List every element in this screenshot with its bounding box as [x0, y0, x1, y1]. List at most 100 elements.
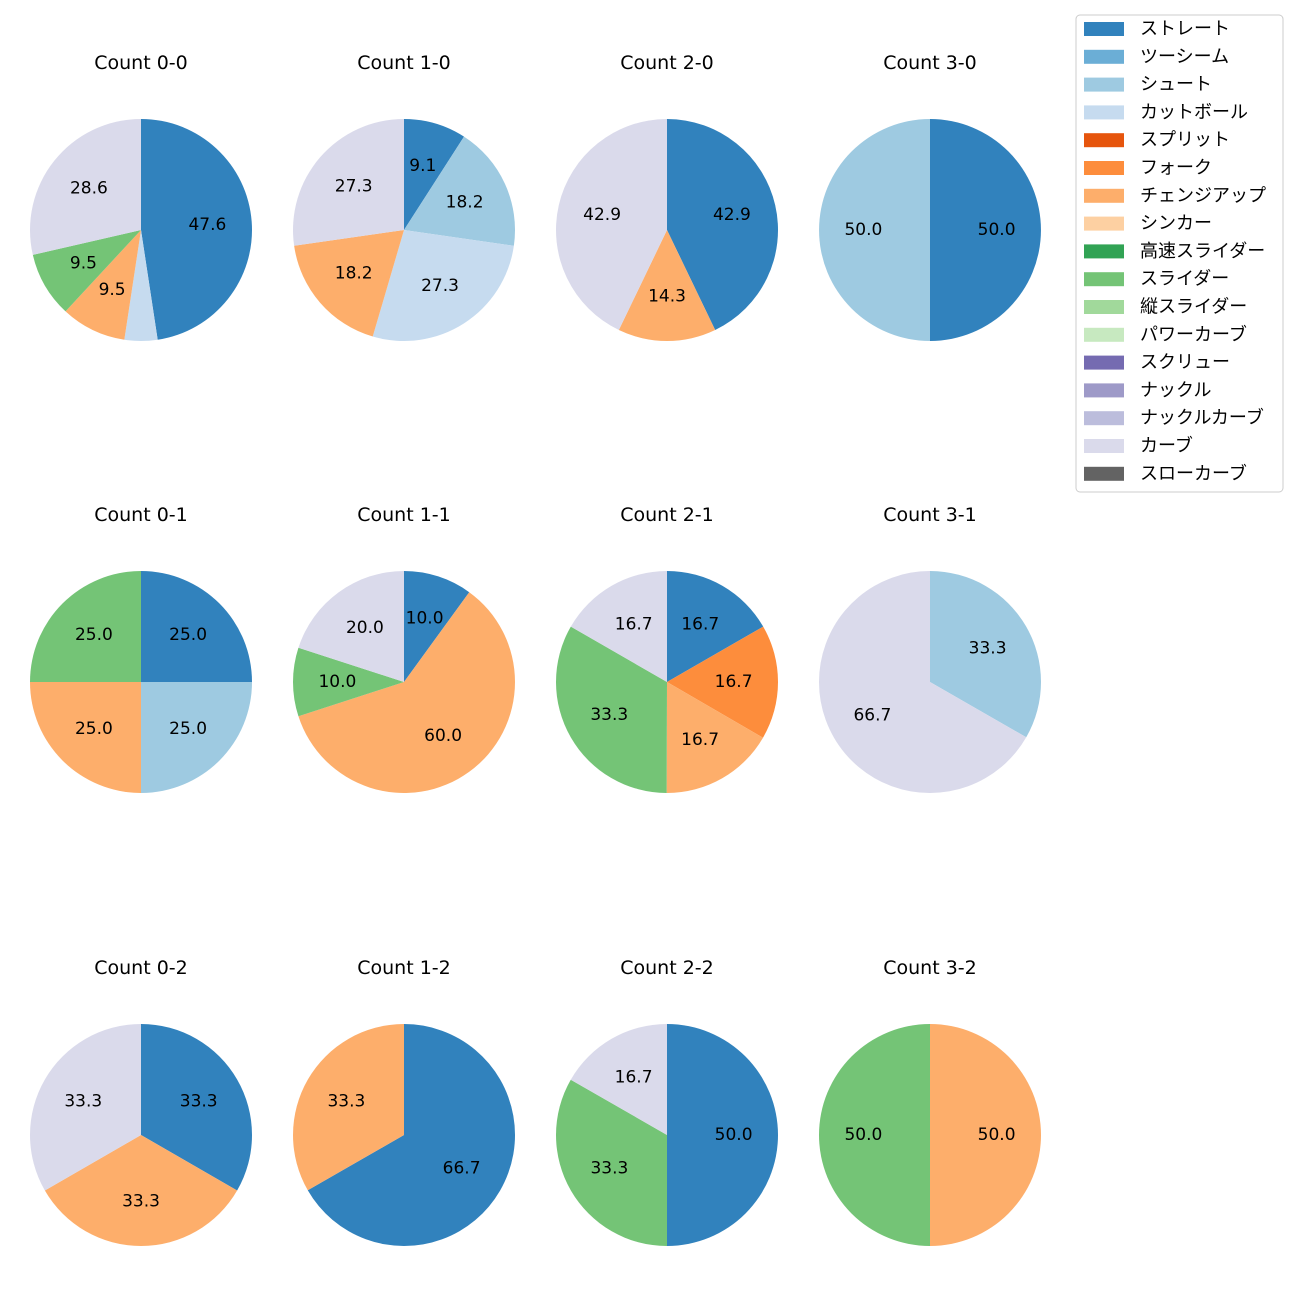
pie-slice-count-3-0-0	[930, 119, 1041, 341]
pie-slice-label: 20.0	[346, 618, 384, 638]
pie-slice-label: 25.0	[169, 625, 207, 645]
legend-swatch	[1084, 355, 1124, 370]
pie-slice-count-0-2-0	[141, 1024, 253, 1191]
legend-swatch	[1084, 327, 1124, 342]
pie-slice-label: 60.0	[424, 726, 462, 746]
pie-slice-label: 28.6	[70, 179, 108, 199]
legend-label: スプリット	[1140, 130, 1230, 151]
pie-slice-count-1-0-1	[404, 136, 516, 246]
legend-label: スライダー	[1140, 269, 1229, 290]
pie-count-2-2: Count 2-2 50.0 33.3 16.7	[556, 957, 778, 1246]
pie-slice-label: 18.2	[335, 264, 373, 284]
pie-title: Count 1-1	[357, 504, 451, 526]
pie-slice-count-2-2-1	[556, 1079, 667, 1246]
legend-label: ナックル	[1140, 380, 1211, 401]
pie-slice-count-2-1-3	[555, 626, 667, 793]
pie-slice-label: 50.0	[844, 1125, 882, 1145]
legend-label: カーブ	[1140, 435, 1193, 457]
legend-swatch	[1084, 383, 1124, 398]
pie-slice-label: 27.3	[421, 276, 459, 296]
pie-title: Count 0-1	[94, 504, 188, 526]
legend-label: ストレート	[1140, 19, 1230, 40]
legend-swatch	[1084, 105, 1124, 120]
legend-swatch	[1084, 133, 1124, 148]
legend-swatch	[1084, 49, 1124, 64]
pie-charts: Count 0-0 47.6 9.59.5 28.6 Count 1-0 9.1 18.2 2…	[29, 52, 1041, 1247]
pie-title: Count 3-1	[883, 504, 977, 526]
legend-label: チェンジアップ	[1140, 185, 1266, 206]
pie-slice-count-1-2-0	[307, 1024, 516, 1246]
pie-slice-label: 16.7	[615, 614, 653, 634]
pie-slice-label: 27.3	[335, 176, 373, 196]
pie-slice-count-0-1-0	[141, 571, 252, 682]
pie-count-0-2: Count 0-2 33.3 33.3 33.3	[29, 957, 253, 1247]
pie-slice-count-0-0-1	[124, 230, 158, 342]
pie-slice-label: 10.0	[318, 672, 356, 692]
pie-slice-count-0-0-2	[65, 230, 141, 340]
pie-slice-count-1-0-3	[294, 230, 404, 337]
pie-slice-count-0-2-1	[44, 1135, 238, 1247]
legend-label: フォーク	[1140, 158, 1212, 179]
pie-slice-count-0-0-0	[141, 119, 253, 340]
pie-slice-count-2-2-0	[667, 1024, 778, 1246]
pie-count-3-2: Count 3-2 50.0 50.0	[819, 957, 1041, 1246]
pie-slice-label: 42.9	[583, 205, 621, 225]
legend-label: ナックルカーブ	[1140, 407, 1264, 429]
pie-slice-count-2-0-0	[667, 119, 779, 331]
pie-slice-label: 9.1	[409, 156, 436, 176]
pie-slice-label: 25.0	[75, 719, 113, 739]
pie-slice-count-1-1-2	[292, 647, 404, 717]
pie-slice-count-0-0-3	[32, 230, 141, 312]
pie-title: Count 2-1	[620, 504, 714, 526]
pie-count-1-0: Count 1-0 9.1 18.2 27.3 18.2 27.3	[292, 52, 516, 341]
pie-slice-label: 50.0	[715, 1125, 753, 1145]
pie-count-0-1: Count 0-1 25.0 25.0 25.0 25.0	[30, 504, 252, 793]
legend-swatch	[1084, 272, 1124, 287]
pie-title: Count 0-0	[94, 52, 188, 74]
pie-slice-label: 9.5	[70, 253, 97, 273]
pie-slice-label: 14.3	[648, 287, 686, 307]
pie-slice-label: 33.3	[327, 1092, 365, 1112]
pie-slice-count-1-0-4	[292, 118, 404, 246]
pie-slice-count-1-2-1	[293, 1024, 404, 1191]
legend-label: スクリュー	[1140, 352, 1230, 373]
legend-label: カットボール	[1140, 102, 1248, 123]
pie-title: Count 0-2	[94, 957, 188, 979]
pie-slice-label: 33.3	[969, 639, 1007, 659]
pie-slice-count-1-0-0	[404, 119, 465, 230]
legend-label: シンカー	[1140, 213, 1212, 234]
pie-title: Count 3-0	[883, 52, 977, 74]
pie-slice-count-3-1-0	[930, 571, 1041, 738]
pie-slice-label: 47.6	[188, 215, 226, 235]
pie-slice-label: 16.7	[681, 730, 719, 750]
pie-slice-label: 16.7	[715, 672, 753, 692]
pie-slice-label: 16.7	[681, 614, 719, 634]
pie-slice-label: 25.0	[75, 625, 113, 645]
pie-slice-count-2-1-1	[667, 626, 779, 738]
pie-slice-count-0-1-2	[30, 682, 141, 793]
pie-slice-count-2-1-4	[570, 571, 667, 682]
legend-swatch	[1084, 439, 1124, 453]
pie-slice-label: 33.3	[122, 1192, 160, 1212]
pie-title: Count 3-2	[883, 957, 977, 979]
pie-slice-count-3-2-1	[819, 1024, 930, 1246]
pie-slice-label: 50.0	[978, 220, 1016, 240]
legend-swatch	[1084, 466, 1124, 481]
pie-slice-label: 50.0	[844, 220, 882, 240]
pie-slice-label: 9.5	[99, 280, 126, 300]
pie-slice-label: 33.3	[590, 705, 628, 725]
pie-slice-count-0-0-4	[30, 119, 141, 255]
pie-slice-count-1-0-2	[372, 230, 514, 341]
pie-slice-label: 16.7	[615, 1067, 653, 1087]
pie-slice-label: 42.9	[713, 205, 751, 225]
legend-swatch	[1084, 161, 1124, 175]
pie-count-3-0: Count 3-0 50.0 50.0	[819, 52, 1041, 341]
pie-slice-count-2-2-2	[570, 1024, 667, 1135]
legend-swatch	[1084, 77, 1124, 92]
pie-slice-count-1-1-1	[298, 592, 515, 794]
pie-slice-label: 33.3	[590, 1158, 628, 1178]
pie-title: Count 2-0	[620, 52, 714, 74]
pie-count-1-1: Count 1-1 10.0 60.0 10.0 20.0	[292, 504, 515, 794]
pie-slice-count-0-1-3	[30, 571, 141, 682]
